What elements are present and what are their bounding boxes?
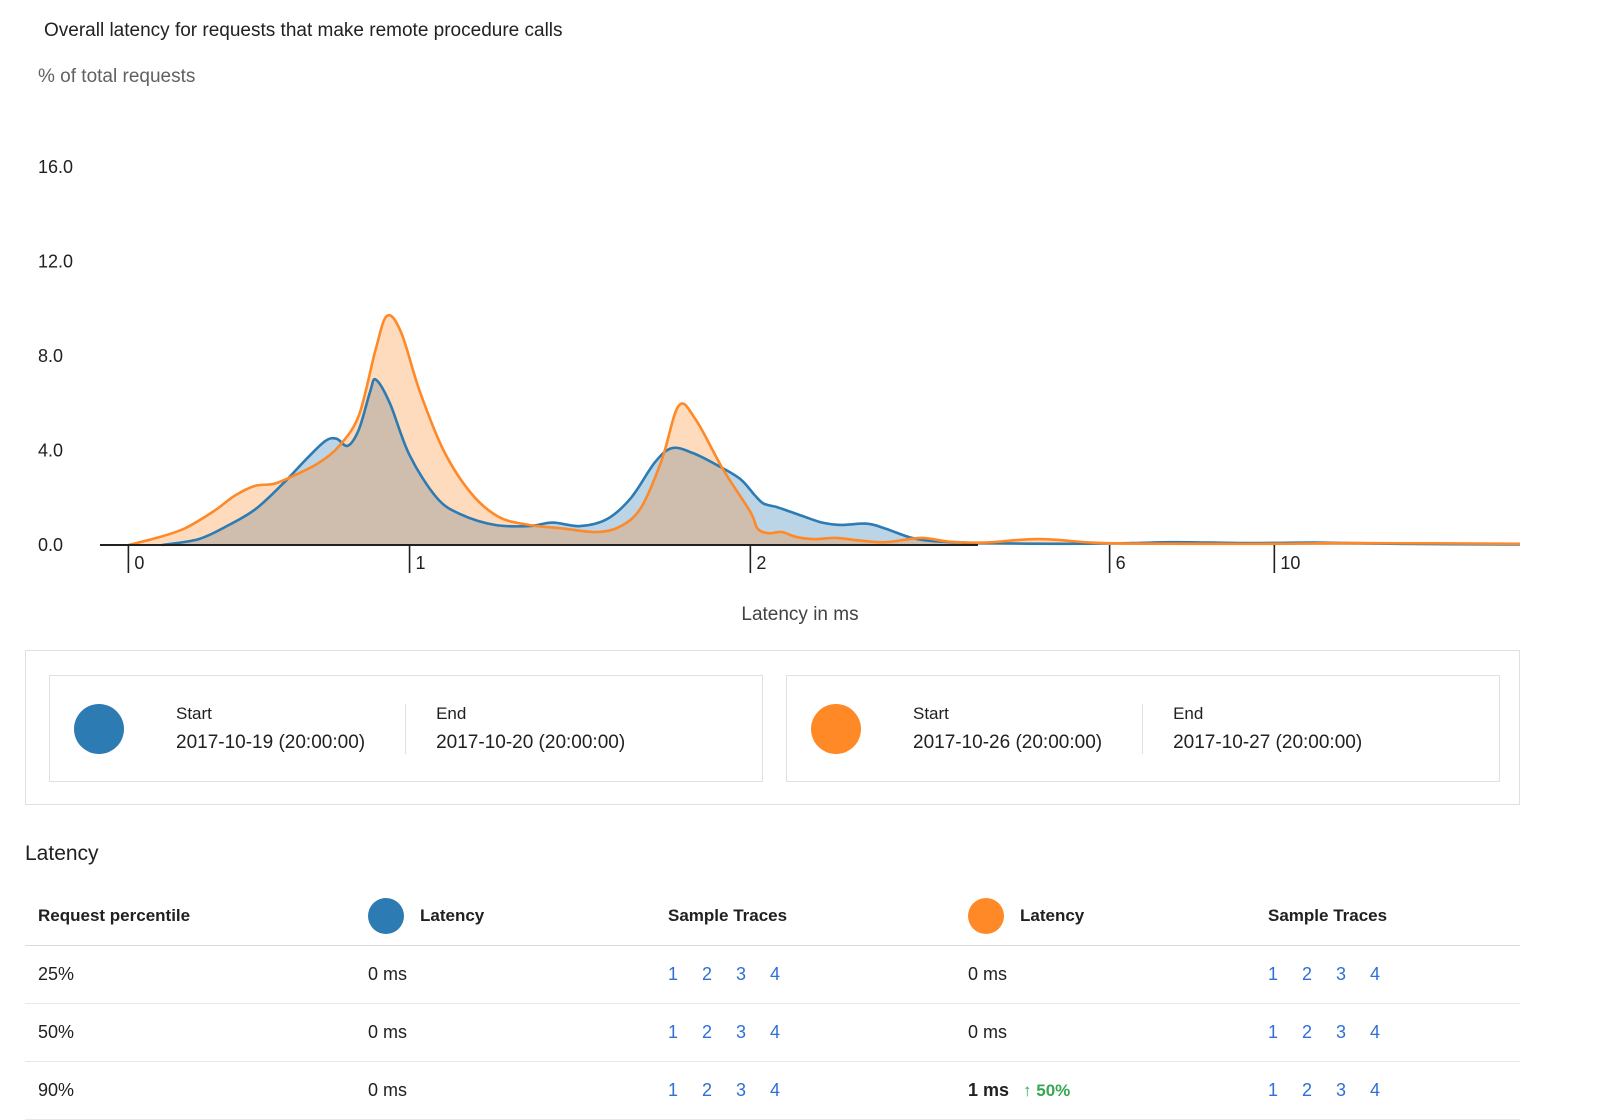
start-label: Start — [176, 703, 212, 723]
end-value: 2017-10-20 (20:00:00) — [436, 731, 626, 753]
trace-link-1[interactable]: 1 — [668, 964, 679, 984]
trace-link-4[interactable]: 4 — [770, 1022, 781, 1042]
percentile-value: 50% — [38, 1022, 75, 1042]
table-row: 50% 0 ms 1 2 3 4 0 ms 1 2 3 4 — [25, 1004, 1520, 1062]
blue-series-area — [162, 379, 1521, 545]
trace-link-2[interactable]: 2 — [702, 1080, 713, 1100]
trace-link-1[interactable]: 1 — [668, 1080, 679, 1100]
legend-start-col: Start 2017-10-26 (20:00:00) — [861, 704, 1142, 754]
trace-link-4[interactable]: 4 — [1370, 964, 1381, 984]
end-value: 2017-10-27 (20:00:00) — [1173, 731, 1363, 753]
chart-title: Overall latency for requests that make r… — [44, 20, 563, 41]
end-label: End — [1173, 703, 1204, 723]
latency-section-title: Latency — [25, 842, 99, 865]
header-latency-orange: Latency — [968, 897, 1268, 934]
x-tick-label: 1 — [416, 553, 426, 573]
y-tick-label: 4.0 — [38, 441, 63, 461]
sample-traces-orange: 1 2 3 4 — [1268, 964, 1533, 985]
header-sample-traces-blue: Sample Traces — [668, 905, 788, 925]
trace-link-2[interactable]: 2 — [702, 1022, 713, 1042]
trace-link-2[interactable]: 2 — [1302, 964, 1313, 984]
x-tick-label: 10 — [1280, 553, 1300, 573]
latency-cell-orange: 0 ms — [968, 1022, 1268, 1043]
sample-traces-blue: 1 2 3 4 — [668, 1022, 968, 1043]
legend-panel: Start 2017-10-19 (20:00:00) End 2017-10-… — [25, 650, 1520, 805]
latency-value-blue: 0 ms — [368, 964, 408, 984]
trace-link-3[interactable]: 3 — [736, 1022, 747, 1042]
header-latency-label: Latency — [420, 905, 485, 925]
orange-series-area — [128, 315, 1520, 545]
y-tick-label: 8.0 — [38, 346, 63, 366]
x-axis-title: Latency in ms — [741, 604, 859, 625]
trace-link-4[interactable]: 4 — [1370, 1080, 1381, 1100]
trace-link-4[interactable]: 4 — [770, 964, 781, 984]
sample-traces-orange: 1 2 3 4 — [1268, 1080, 1533, 1101]
trace-link-2[interactable]: 2 — [1302, 1080, 1313, 1100]
trace-link-3[interactable]: 3 — [1336, 964, 1347, 984]
latency-cell-orange: 0 ms — [968, 964, 1268, 985]
x-tick-label: 0 — [134, 553, 144, 573]
legend-start-col: Start 2017-10-19 (20:00:00) — [124, 704, 405, 754]
trace-link-1[interactable]: 1 — [1268, 1022, 1279, 1042]
percentile-value: 25% — [38, 964, 75, 984]
latency-value-blue: 0 ms — [368, 1022, 408, 1042]
trace-link-1[interactable]: 1 — [668, 1022, 679, 1042]
percentile-value: 90% — [38, 1080, 75, 1100]
orange-series-dot — [968, 897, 1004, 934]
start-value: 2017-10-26 (20:00:00) — [913, 731, 1103, 753]
header-latency-blue: Latency — [368, 897, 668, 934]
table-row: 25% 0 ms 1 2 3 4 0 ms 1 2 3 4 — [25, 946, 1520, 1004]
x-tick-label: 2 — [756, 553, 766, 573]
legend-end-col: End 2017-10-27 (20:00:00) — [1142, 703, 1402, 754]
y-tick-label: 12.0 — [38, 252, 73, 272]
trace-link-1[interactable]: 1 — [1268, 964, 1279, 984]
table-header-row: Request percentile Latency Sample Traces… — [25, 886, 1520, 946]
header-latency-label: Latency — [1020, 905, 1085, 925]
trace-link-2[interactable]: 2 — [1302, 1022, 1313, 1042]
header-request-percentile: Request percentile — [38, 905, 191, 925]
trace-link-3[interactable]: 3 — [1336, 1080, 1347, 1100]
y-axis-title: % of total requests — [38, 66, 196, 87]
blue-series-line — [161, 377, 1521, 547]
orange-series-line — [128, 313, 1521, 547]
legend-end-col: End 2017-10-20 (20:00:00) — [405, 703, 665, 754]
header-sample-traces-orange: Sample Traces — [1268, 905, 1388, 925]
sample-traces-orange: 1 2 3 4 — [1268, 1022, 1533, 1043]
legend-range-blue: Start 2017-10-19 (20:00:00) End 2017-10-… — [49, 675, 763, 782]
trace-link-4[interactable]: 4 — [1370, 1022, 1381, 1042]
trace-link-3[interactable]: 3 — [1336, 1022, 1347, 1042]
blue-series-dot — [74, 703, 124, 754]
latency-delta: ↑ 50% — [1023, 1081, 1071, 1100]
start-label: Start — [913, 703, 949, 723]
y-tick-label: 0.0 — [38, 535, 63, 555]
latency-value-orange: 0 ms — [968, 964, 1008, 984]
end-label: End — [436, 703, 467, 723]
trace-link-3[interactable]: 3 — [736, 1080, 747, 1100]
trace-link-3[interactable]: 3 — [736, 964, 747, 984]
sample-traces-blue: 1 2 3 4 — [668, 964, 968, 985]
latency-value-blue: 0 ms — [368, 1080, 408, 1100]
orange-series-dot — [811, 703, 861, 754]
latency-value-orange: 0 ms — [968, 1022, 1008, 1042]
table-row: 90% 0 ms 1 2 3 4 1 ms ↑ 50% 1 2 3 4 — [25, 1062, 1520, 1120]
trace-link-2[interactable]: 2 — [702, 964, 713, 984]
x-tick-label: 6 — [1116, 553, 1126, 573]
blue-series-dot — [368, 897, 404, 934]
latency-distribution-chart: 0.0 4.0 8.0 12.0 16.0 0 1 2 6 10 — [38, 157, 1521, 573]
y-tick-label: 16.0 — [38, 157, 73, 177]
trace-link-4[interactable]: 4 — [770, 1080, 781, 1100]
trace-link-1[interactable]: 1 — [1268, 1080, 1279, 1100]
start-value: 2017-10-19 (20:00:00) — [176, 731, 366, 753]
table-body: 25% 0 ms 1 2 3 4 0 ms 1 2 3 4 50% 0 ms 1 2 3 4 0 ms 1 2 3 4 90… — [25, 946, 1520, 1120]
legend-range-orange: Start 2017-10-26 (20:00:00) End 2017-10-… — [786, 675, 1500, 782]
latency-cell-orange: 1 ms ↑ 50% — [968, 1080, 1268, 1101]
latency-value-orange: 1 ms — [968, 1080, 1010, 1100]
latency-table: Request percentile Latency Sample Traces… — [25, 886, 1520, 1120]
sample-traces-blue: 1 2 3 4 — [668, 1080, 968, 1101]
